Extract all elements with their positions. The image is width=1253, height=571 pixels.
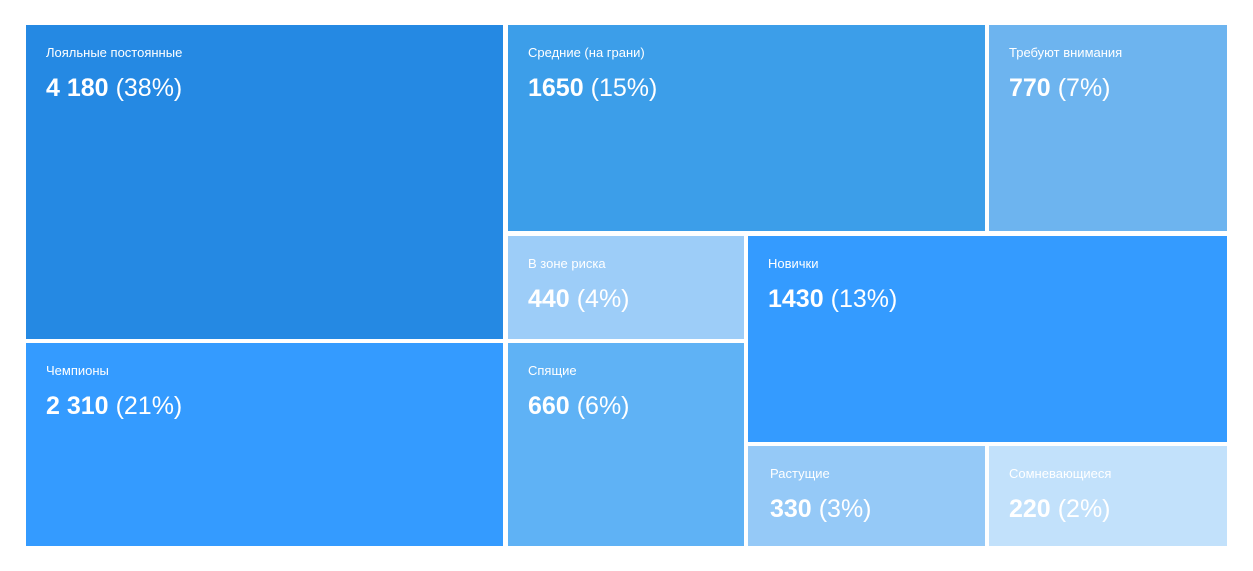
tile-name: Сомневающиеся — [1009, 466, 1111, 481]
tile-name: Лояльные постоянные — [46, 45, 182, 60]
value-label: 220 — [1009, 495, 1051, 523]
tile — [748, 446, 985, 546]
share-label: (15%) — [591, 74, 658, 102]
value-label: 2 310 — [46, 392, 109, 420]
share-label: (38%) — [116, 74, 183, 102]
share-label: (2%) — [1058, 495, 1111, 523]
value-label: 1430 — [768, 285, 824, 313]
tile-name: Растущие — [770, 466, 830, 481]
tile — [508, 343, 744, 546]
value-label: 440 — [528, 285, 570, 313]
share-label: (13%) — [831, 285, 898, 313]
value-label: 330 — [770, 495, 812, 523]
tile — [989, 446, 1227, 546]
tile-name: Требуют внимания — [1009, 45, 1122, 60]
value-label: 1650 — [528, 74, 584, 102]
tile-name: Чемпионы — [46, 363, 109, 378]
tile — [989, 25, 1227, 231]
share-label: (3%) — [819, 495, 872, 523]
tile-value: 1430 (13%) — [768, 285, 897, 313]
tile — [748, 236, 1227, 442]
tile-value: 660 (6%) — [528, 392, 630, 420]
value-label: 660 — [528, 392, 570, 420]
tile-name: Спящие — [528, 363, 577, 378]
tile-value: 220 (2%) — [1009, 495, 1111, 523]
tile — [26, 25, 503, 339]
tile-name: Средние (на грани) — [528, 45, 645, 60]
tile — [508, 236, 744, 339]
tile — [26, 343, 503, 546]
share-label: (21%) — [116, 392, 183, 420]
value-label: 4 180 — [46, 74, 109, 102]
value-label: 770 — [1009, 74, 1051, 102]
tile-value: 2 310 (21%) — [46, 392, 182, 420]
tile — [508, 25, 985, 231]
tile-value: 1650 (15%) — [528, 74, 657, 102]
share-label: (7%) — [1058, 74, 1111, 102]
tile-value: 330 (3%) — [770, 495, 872, 523]
share-label: (4%) — [577, 285, 630, 313]
share-label: (6%) — [577, 392, 630, 420]
tile-value: 440 (4%) — [528, 285, 630, 313]
tile-value: 770 (7%) — [1009, 74, 1111, 102]
tile-name: В зоне риска — [528, 256, 606, 271]
tile-value: 4 180 (38%) — [46, 74, 182, 102]
tile-name: Новички — [768, 256, 819, 271]
